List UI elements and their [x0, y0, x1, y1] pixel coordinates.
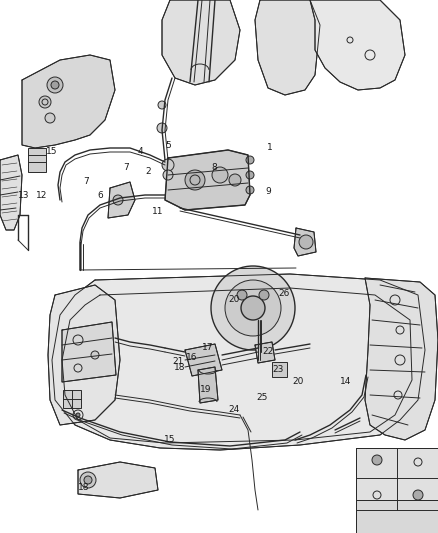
Text: 17: 17 — [202, 343, 214, 352]
Text: 23: 23 — [272, 366, 284, 375]
Polygon shape — [255, 0, 320, 95]
Text: 18: 18 — [78, 483, 90, 492]
Text: 7: 7 — [123, 164, 129, 173]
Circle shape — [241, 296, 265, 320]
Polygon shape — [310, 0, 405, 90]
Text: 15: 15 — [46, 148, 58, 157]
Text: 21: 21 — [172, 358, 184, 367]
Text: 15: 15 — [164, 435, 176, 445]
Polygon shape — [162, 0, 240, 85]
Text: 12: 12 — [36, 191, 48, 200]
Polygon shape — [52, 274, 425, 450]
Text: 26: 26 — [278, 289, 290, 298]
Bar — [28, 148, 46, 172]
Bar — [0, 265, 438, 280]
Text: 22: 22 — [262, 348, 274, 357]
Text: 20: 20 — [228, 295, 240, 304]
Text: 4: 4 — [137, 148, 143, 157]
Bar — [63, 390, 81, 408]
Polygon shape — [62, 322, 116, 382]
Circle shape — [45, 113, 55, 123]
Circle shape — [246, 171, 254, 179]
Circle shape — [157, 123, 167, 133]
Circle shape — [225, 280, 281, 336]
Polygon shape — [48, 285, 120, 425]
Circle shape — [413, 490, 423, 500]
Text: 6: 6 — [97, 190, 103, 199]
Circle shape — [113, 195, 123, 205]
Text: 8: 8 — [211, 164, 217, 173]
Circle shape — [47, 77, 63, 93]
Circle shape — [246, 156, 254, 164]
Polygon shape — [165, 150, 250, 210]
Text: 7: 7 — [83, 177, 89, 187]
Circle shape — [372, 455, 382, 465]
Bar — [272, 362, 287, 377]
Circle shape — [80, 472, 96, 488]
Circle shape — [211, 266, 295, 350]
Polygon shape — [185, 344, 222, 376]
Text: 11: 11 — [152, 207, 164, 216]
Text: 9: 9 — [265, 188, 271, 197]
Circle shape — [84, 476, 92, 484]
Circle shape — [185, 170, 205, 190]
Text: 25: 25 — [256, 393, 268, 402]
Polygon shape — [356, 500, 438, 533]
Polygon shape — [356, 448, 438, 510]
Text: 24: 24 — [228, 406, 240, 415]
Polygon shape — [255, 342, 275, 363]
Circle shape — [91, 351, 99, 359]
Circle shape — [76, 413, 80, 417]
Circle shape — [246, 186, 254, 194]
Circle shape — [163, 170, 173, 180]
Text: 16: 16 — [186, 353, 198, 362]
Polygon shape — [108, 182, 135, 218]
Circle shape — [229, 174, 241, 186]
Text: 18: 18 — [174, 364, 186, 373]
Text: 1: 1 — [267, 143, 273, 152]
Polygon shape — [78, 462, 158, 498]
Text: 5: 5 — [165, 141, 171, 149]
Circle shape — [158, 101, 166, 109]
Circle shape — [39, 96, 51, 108]
Polygon shape — [22, 55, 115, 148]
Text: 19: 19 — [200, 385, 212, 394]
Circle shape — [299, 235, 313, 249]
Circle shape — [237, 290, 247, 300]
Text: 20: 20 — [292, 377, 304, 386]
Polygon shape — [294, 228, 316, 256]
Polygon shape — [0, 155, 22, 230]
Polygon shape — [198, 367, 218, 403]
Text: 14: 14 — [340, 377, 352, 386]
Circle shape — [51, 81, 59, 89]
Circle shape — [212, 167, 228, 183]
Polygon shape — [365, 278, 438, 440]
Text: 2: 2 — [145, 167, 151, 176]
Text: 13: 13 — [18, 191, 30, 200]
Circle shape — [162, 159, 174, 171]
Circle shape — [259, 290, 269, 300]
